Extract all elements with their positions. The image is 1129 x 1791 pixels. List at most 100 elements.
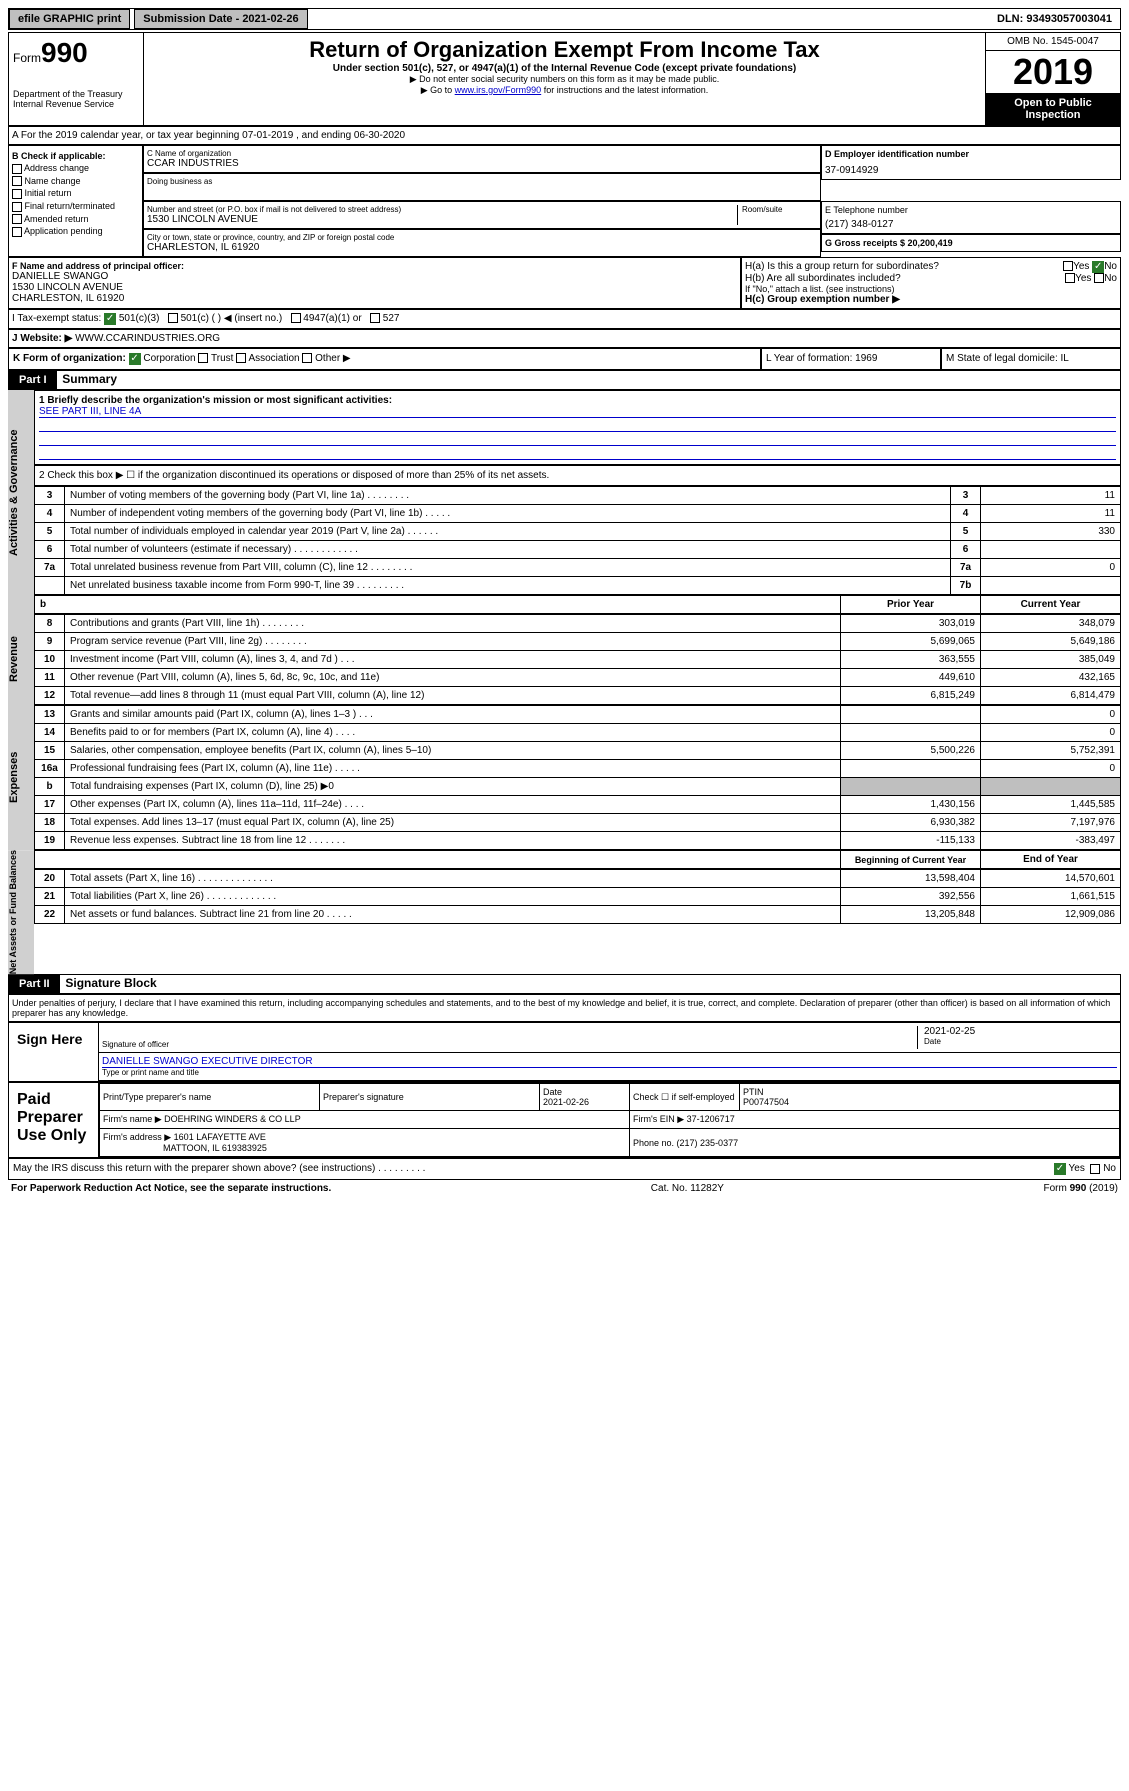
checkbox-checked-icon[interactable]: ✓ xyxy=(1092,261,1104,273)
submission-date: Submission Date - 2021-02-26 xyxy=(134,9,307,29)
dba-box: Doing business as xyxy=(143,173,821,201)
line2: 2 Check this box ▶ ☐ if the organization… xyxy=(34,465,1121,486)
prep-date: 2021-02-26 xyxy=(543,1097,589,1107)
checkbox-icon[interactable] xyxy=(1065,273,1075,283)
city-box: City or town, state or province, country… xyxy=(143,229,821,257)
checkbox-icon[interactable] xyxy=(236,353,246,363)
part1-header: Part I xyxy=(9,371,57,389)
address-box: Number and street (or P.O. box if mail i… xyxy=(143,201,821,229)
table-row: 19Revenue less expenses. Subtract line 1… xyxy=(35,832,1121,850)
ssn-note: ▶ Do not enter social security numbers o… xyxy=(148,74,981,85)
officer-name-title: DANIELLE SWANGO EXECUTIVE DIRECTOR xyxy=(102,1056,1117,1068)
main-info-block: B Check if applicable: Address change Na… xyxy=(8,145,1121,257)
dept-irs: Internal Revenue Service xyxy=(13,99,139,109)
line1-label: 1 Briefly describe the organization's mi… xyxy=(39,395,1116,406)
sign-here-block: Sign Here Signature of officer 2021-02-2… xyxy=(8,1022,1121,1082)
paid-preparer-block: Paid Preparer Use Only Print/Type prepar… xyxy=(8,1082,1121,1158)
checkbox-icon[interactable] xyxy=(168,313,178,323)
firm-ein: 37-1206717 xyxy=(687,1114,735,1124)
paid-prep-label: Paid Preparer Use Only xyxy=(9,1083,99,1157)
top-bar: efile GRAPHIC print Submission Date - 20… xyxy=(8,8,1121,30)
dept-treasury: Department of the Treasury xyxy=(13,89,139,99)
checkbox-icon[interactable] xyxy=(198,353,208,363)
ein-value: 37-0914929 xyxy=(825,165,1117,176)
irs-link[interactable]: www.irs.gov/Form990 xyxy=(455,85,542,95)
sig-date: 2021-02-25 xyxy=(924,1026,1117,1037)
table-row: 5Total number of individuals employed in… xyxy=(35,523,1121,541)
instructions-note: ▶ Go to www.irs.gov/Form990 for instruct… xyxy=(148,85,981,96)
expenses-label: Expenses xyxy=(8,705,34,850)
section-a: A For the 2019 calendar year, or tax yea… xyxy=(8,126,1121,145)
box-b-title: B Check if applicable: xyxy=(12,151,139,161)
checkbox-icon[interactable] xyxy=(12,189,22,199)
org-name: CCAR INDUSTRIES xyxy=(147,158,817,169)
part2-header: Part II xyxy=(9,975,60,993)
discuss-row: May the IRS discuss this return with the… xyxy=(8,1158,1121,1180)
checkbox-icon[interactable] xyxy=(12,202,22,212)
officer-name: DANIELLE SWANGO xyxy=(12,271,737,282)
omb-number: OMB No. 1545-0047 xyxy=(986,33,1120,51)
governance-label: Activities & Governance xyxy=(8,390,34,595)
table-row: 18Total expenses. Add lines 13–17 (must … xyxy=(35,814,1121,832)
row-j: J Website: ▶ WWW.CCARINDUSTRIES.ORG xyxy=(8,329,1121,348)
checkbox-icon[interactable] xyxy=(12,214,22,224)
table-row: 12Total revenue—add lines 8 through 11 (… xyxy=(35,687,1121,705)
table-row: 16aProfessional fundraising fees (Part I… xyxy=(35,760,1121,778)
row-i: I Tax-exempt status: ✓ 501(c)(3) 501(c) … xyxy=(8,309,1121,329)
table-row: 15Salaries, other compensation, employee… xyxy=(35,742,1121,760)
form-subtitle: Under section 501(c), 527, or 4947(a)(1)… xyxy=(148,63,981,74)
footer: For Paperwork Reduction Act Notice, see … xyxy=(8,1180,1121,1197)
table-row: 7aTotal unrelated business revenue from … xyxy=(35,559,1121,577)
table-row: 17Other expenses (Part IX, column (A), l… xyxy=(35,796,1121,814)
table-row: bTotal fundraising expenses (Part IX, co… xyxy=(35,778,1121,796)
form-header: Form990 Department of the Treasury Inter… xyxy=(8,32,1121,126)
table-row: 3Number of voting members of the governi… xyxy=(35,487,1121,505)
website-link[interactable]: WWW.CCARINDUSTRIES.ORG xyxy=(75,333,220,344)
form-number: Form990 xyxy=(13,37,139,69)
checkbox-checked-icon[interactable]: ✓ xyxy=(1054,1163,1066,1175)
table-row: 14Benefits paid to or for members (Part … xyxy=(35,724,1121,742)
part1-title: Summary xyxy=(59,369,120,389)
efile-button[interactable]: efile GRAPHIC print xyxy=(9,9,130,29)
firm-phone: Phone no. (217) 235-0377 xyxy=(630,1129,1120,1157)
checkbox-icon[interactable] xyxy=(12,176,22,186)
table-row: 6Total number of volunteers (estimate if… xyxy=(35,541,1121,559)
checkbox-icon[interactable] xyxy=(1094,273,1104,283)
row-fgh: F Name and address of principal officer:… xyxy=(8,257,1121,309)
firm-name: DOEHRING WINDERS & CO LLP xyxy=(164,1114,301,1124)
summary-top-table: 3Number of voting members of the governi… xyxy=(34,486,1121,595)
checkbox-icon[interactable] xyxy=(370,313,380,323)
box-g: G Gross receipts $ 20,200,419 xyxy=(821,234,1121,252)
table-row: 11Other revenue (Part VIII, column (A), … xyxy=(35,669,1121,687)
year-header: b Prior Year Current Year xyxy=(34,595,1121,614)
checkbox-checked-icon[interactable]: ✓ xyxy=(104,313,116,325)
table-row: Net unrelated business taxable income fr… xyxy=(35,577,1121,595)
row-k: K Form of organization: ✓ Corporation Tr… xyxy=(8,348,1121,370)
sign-here-label: Sign Here xyxy=(9,1023,99,1081)
revenue-label: Revenue xyxy=(8,614,34,705)
checkbox-icon[interactable] xyxy=(12,164,22,174)
checkbox-icon[interactable] xyxy=(302,353,312,363)
box-h: H(a) Is this a group return for subordin… xyxy=(741,257,1121,309)
checkbox-icon[interactable] xyxy=(1090,1164,1100,1174)
ptin: P00747504 xyxy=(743,1097,789,1107)
net-header: Beginning of Current Year End of Year xyxy=(34,850,1121,869)
checkbox-checked-icon[interactable]: ✓ xyxy=(129,353,141,365)
table-row: 20Total assets (Part X, line 16) . . . .… xyxy=(35,870,1121,888)
dln: DLN: 93493057003041 xyxy=(989,10,1120,28)
table-row: 22Net assets or fund balances. Subtract … xyxy=(35,906,1121,924)
part2-title: Signature Block xyxy=(62,973,159,993)
box-e: E Telephone number (217) 348-0127 xyxy=(821,201,1121,234)
box-f: F Name and address of principal officer:… xyxy=(8,257,741,309)
checkbox-icon[interactable] xyxy=(291,313,301,323)
checkbox-icon[interactable] xyxy=(12,227,22,237)
checkbox-icon[interactable] xyxy=(1063,261,1073,271)
box-d: D Employer identification number 37-0914… xyxy=(821,145,1121,180)
box-b: B Check if applicable: Address change Na… xyxy=(8,145,143,257)
year-formation: L Year of formation: 1969 xyxy=(761,348,941,370)
table-row: 10Investment income (Part VIII, column (… xyxy=(35,651,1121,669)
mission-text: SEE PART III, LINE 4A xyxy=(39,406,1116,418)
open-public-badge: Open to Public Inspection xyxy=(986,93,1120,125)
penalty-text: Under penalties of perjury, I declare th… xyxy=(8,994,1121,1022)
expenses-table: 13Grants and similar amounts paid (Part … xyxy=(34,705,1121,850)
